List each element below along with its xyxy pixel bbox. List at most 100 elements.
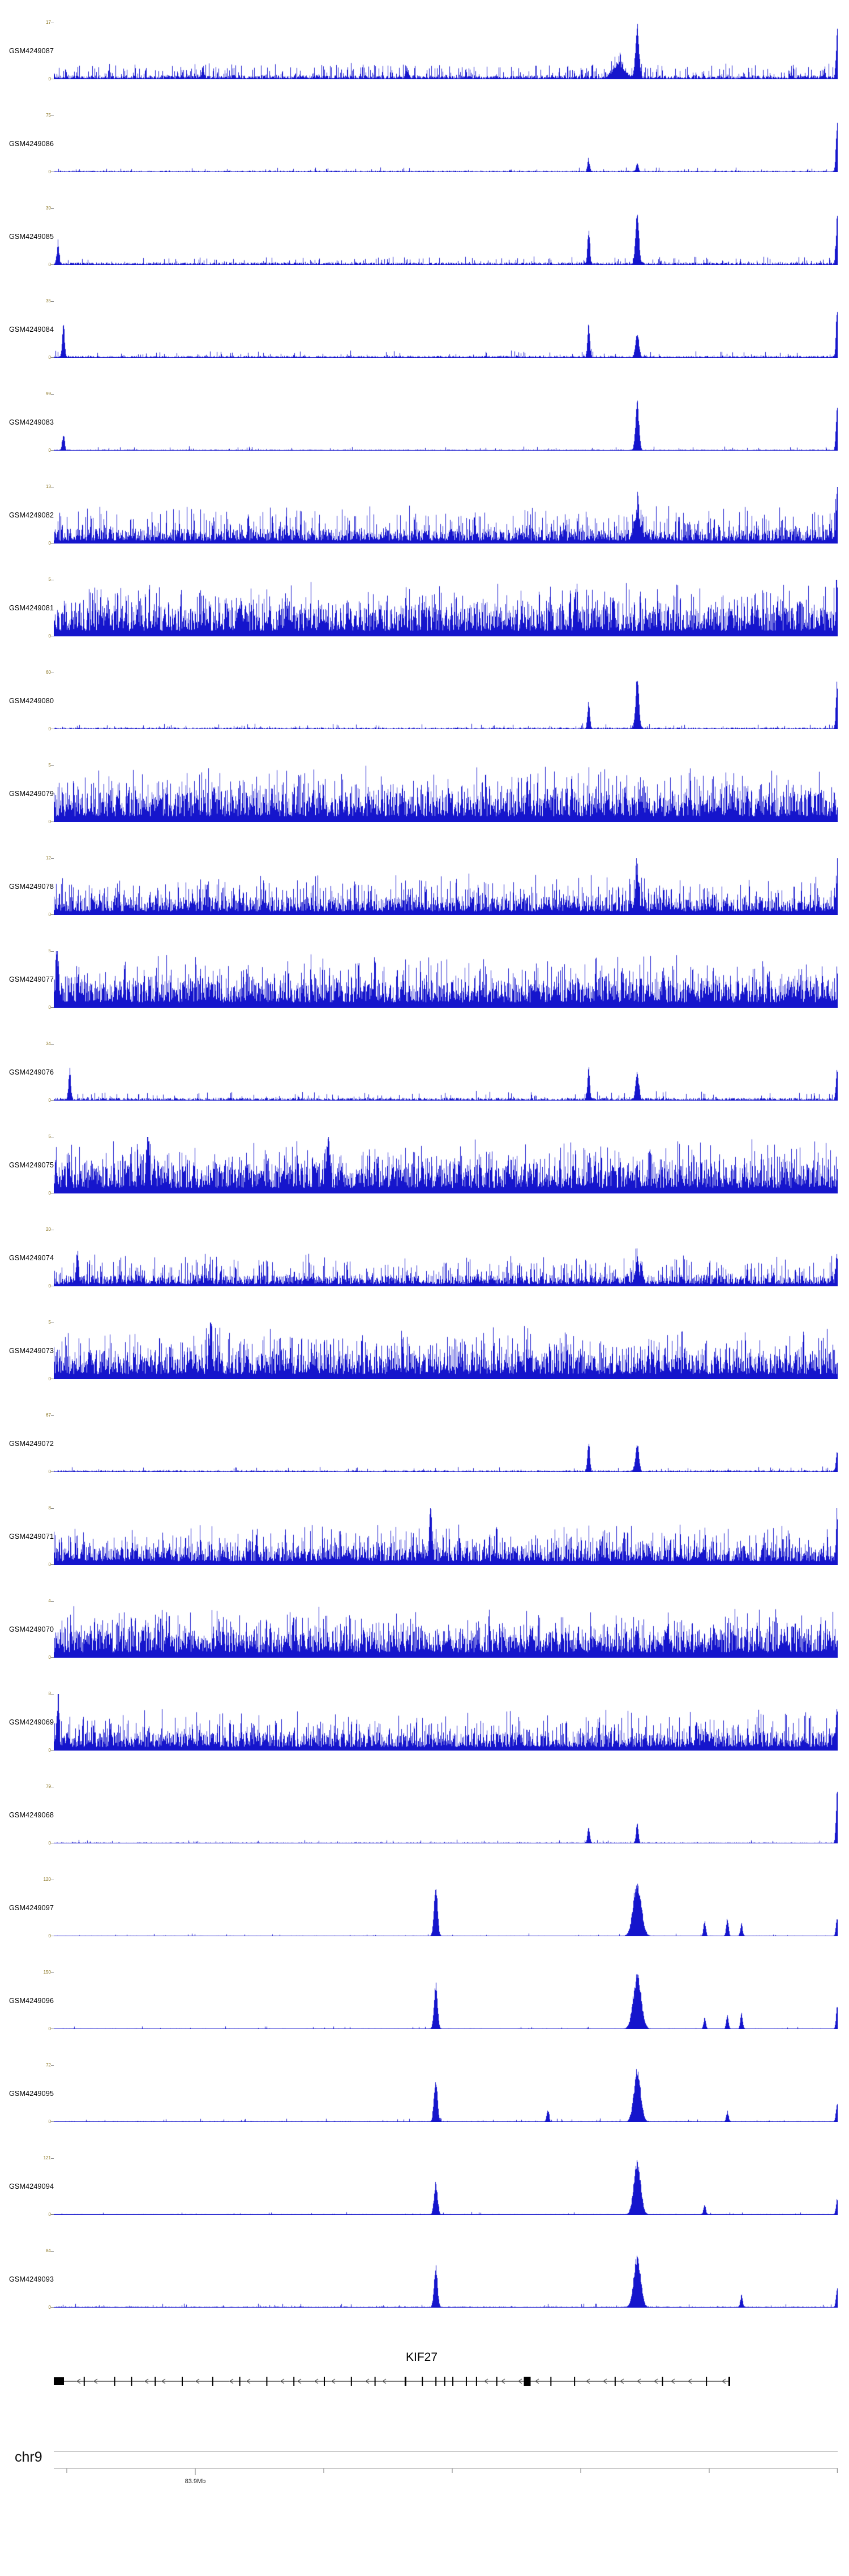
track-label: GSM4249096 bbox=[9, 1997, 54, 2005]
strand-arrow-left-icon bbox=[195, 2378, 200, 2384]
track-signal-canvas bbox=[54, 1694, 838, 1751]
strand-arrow-left-icon bbox=[93, 2378, 98, 2384]
strand-arrow-left-icon bbox=[602, 2378, 607, 2384]
track-plot-area bbox=[54, 115, 838, 172]
track-plot-area bbox=[54, 765, 838, 822]
track-ymax-label: 5 bbox=[48, 577, 51, 582]
exon-block bbox=[614, 2377, 616, 2386]
track-ymax-label: 5 bbox=[48, 948, 51, 953]
y-axis-tick-bottom bbox=[51, 543, 54, 544]
track-ymin-label: 0 bbox=[48, 1098, 51, 1103]
strand-arrow-left-icon bbox=[381, 2378, 387, 2384]
track-signal-canvas bbox=[54, 301, 838, 358]
strand-arrow-left-icon bbox=[500, 2378, 505, 2384]
track-ymax-label: 120 bbox=[43, 1877, 51, 1882]
track-ymax-label: 5 bbox=[48, 1320, 51, 1325]
track-signal-canvas bbox=[54, 2158, 838, 2215]
exon-block bbox=[550, 2377, 552, 2386]
y-axis-tick-top bbox=[51, 2065, 54, 2066]
track-ymin-label: 0 bbox=[48, 262, 51, 267]
track-label: GSM4249095 bbox=[9, 2090, 54, 2098]
y-axis-tick-top bbox=[51, 858, 54, 859]
y-axis-tick-top bbox=[51, 115, 54, 116]
strand-arrow-left-icon bbox=[365, 2378, 370, 2384]
track-ymin-label: 0 bbox=[48, 1283, 51, 1289]
exon-block bbox=[350, 2377, 352, 2386]
y-axis-tick-bottom bbox=[51, 914, 54, 915]
track-ymin-label: 0 bbox=[48, 541, 51, 546]
track-plot-area bbox=[54, 951, 838, 1008]
strand-arrow-left-icon bbox=[144, 2378, 149, 2384]
track-ymax-label: 8 bbox=[48, 1505, 51, 1510]
track-row: GSM4249070 4 0 bbox=[0, 1594, 849, 1687]
track-signal-canvas bbox=[54, 765, 838, 822]
track-row: GSM4249082 13 0 bbox=[0, 480, 849, 573]
track-row: GSM4249076 34 0 bbox=[0, 1037, 849, 1130]
strand-arrow-left-icon bbox=[585, 2378, 590, 2384]
track-plot-area bbox=[54, 1972, 838, 2029]
track-ymax-label: 150 bbox=[43, 1970, 51, 1975]
strand-arrow-left-icon bbox=[517, 2378, 522, 2384]
exon-block bbox=[266, 2377, 268, 2386]
track-ymin-label: 0 bbox=[48, 355, 51, 360]
track-row: GSM4249095 72 0 bbox=[0, 2059, 849, 2151]
track-ymin-label: 0 bbox=[48, 1469, 51, 1474]
track-label: GSM4249080 bbox=[9, 697, 54, 705]
track-row: GSM4249096 150 0 bbox=[0, 1966, 849, 2059]
strand-arrow-left-icon bbox=[687, 2378, 692, 2384]
track-signal-canvas bbox=[54, 1787, 838, 1843]
track-row: GSM4249080 60 0 bbox=[0, 666, 849, 759]
y-axis-tick-top bbox=[51, 394, 54, 395]
track-signal-canvas bbox=[54, 115, 838, 172]
track-label: GSM4249078 bbox=[9, 883, 54, 891]
y-axis-tick-bottom bbox=[51, 357, 54, 358]
track-signal-canvas bbox=[54, 1230, 838, 1286]
track-label: GSM4249083 bbox=[9, 418, 54, 426]
track-ymax-label: 8 bbox=[48, 1691, 51, 1696]
track-plot-area bbox=[54, 23, 838, 79]
track-ymax-label: 99 bbox=[46, 391, 51, 396]
track-ymax-label: 20 bbox=[46, 1227, 51, 1232]
exon-block bbox=[83, 2377, 85, 2386]
track-ymax-label: 34 bbox=[46, 1041, 51, 1046]
track-plot-area bbox=[54, 1137, 838, 1193]
track-ymin-label: 0 bbox=[48, 819, 51, 824]
track-signal-canvas bbox=[54, 1880, 838, 1936]
y-axis-tick-top bbox=[51, 301, 54, 302]
track-ymax-label: 13 bbox=[46, 484, 51, 489]
track-plot-area bbox=[54, 2065, 838, 2122]
track-ymin-label: 0 bbox=[48, 76, 51, 82]
strand-arrow-left-icon bbox=[534, 2378, 539, 2384]
track-ymax-label: 75 bbox=[46, 113, 51, 118]
track-ymax-label: 5 bbox=[48, 1134, 51, 1139]
gene-name-label: KIF27 bbox=[405, 2351, 438, 2364]
track-plot-area bbox=[54, 1415, 838, 1472]
track-plot-area bbox=[54, 580, 838, 636]
track-label: GSM4249070 bbox=[9, 1625, 54, 1633]
track-plot-area bbox=[54, 1323, 838, 1379]
track-label: GSM4249081 bbox=[9, 604, 54, 612]
track-label: GSM4249074 bbox=[9, 1254, 54, 1262]
track-signal-canvas bbox=[54, 1137, 838, 1193]
track-signal-canvas bbox=[54, 1508, 838, 1565]
track-row: GSM4249081 5 0 bbox=[0, 573, 849, 666]
track-row: GSM4249079 5 0 bbox=[0, 759, 849, 851]
exon-block bbox=[465, 2377, 467, 2386]
track-row: GSM4249097 120 0 bbox=[0, 1873, 849, 1966]
y-axis-tick-bottom bbox=[51, 1657, 54, 1658]
track-plot-area bbox=[54, 1044, 838, 1101]
track-ymin-label: 0 bbox=[48, 1376, 51, 1381]
track-row: GSM4249074 20 0 bbox=[0, 1223, 849, 1316]
track-ymin-label: 0 bbox=[48, 448, 51, 453]
track-label: GSM4249079 bbox=[9, 790, 54, 798]
exon-block bbox=[662, 2377, 663, 2386]
track-signal-canvas bbox=[54, 2065, 838, 2122]
track-signal-canvas bbox=[54, 394, 838, 451]
track-plot-area bbox=[54, 1230, 838, 1286]
track-plot-area bbox=[54, 394, 838, 451]
track-ymax-label: 121 bbox=[43, 2155, 51, 2160]
exon-block bbox=[212, 2377, 213, 2386]
track-label: GSM4249077 bbox=[9, 975, 54, 983]
track-ymax-label: 17 bbox=[46, 20, 51, 25]
track-row: GSM4249083 99 0 bbox=[0, 387, 849, 480]
